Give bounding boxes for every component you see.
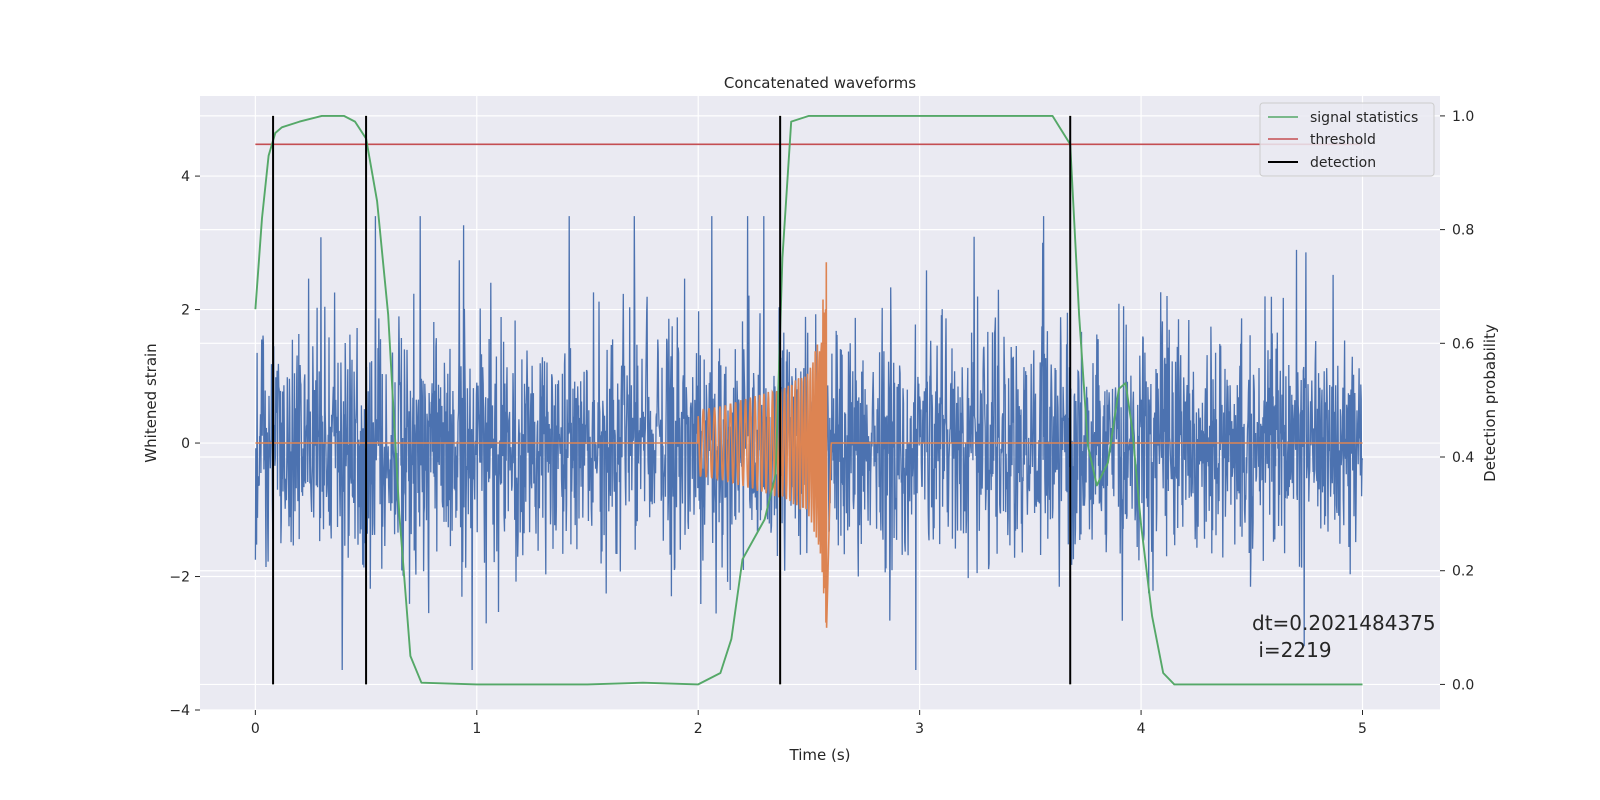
x-axis-label: Time (s) (789, 746, 851, 764)
plot-lines (254, 114, 1364, 686)
chirp-signal-line (255, 262, 1363, 628)
x-tick-label: 4 (1137, 721, 1146, 737)
legend: signal statistics threshold detection (1259, 102, 1435, 177)
y-tick-label: 0 (181, 436, 190, 452)
chart-title: Concatenated waveforms (724, 74, 916, 92)
legend-label-signal-statistics: signal statistics (1310, 110, 1418, 126)
y-tick-label: 2 (181, 303, 190, 319)
x-tick-label: 3 (915, 721, 924, 737)
grid-lines (200, 96, 1440, 711)
y-tick-label: 4 (181, 169, 190, 185)
axis-ticks: 0 1 2 3 4 5 −4 −2 0 2 4 0.0 0.2 0.4 0.6 0.8 1.0 (169, 109, 1474, 737)
y-tick-label: −4 (169, 703, 190, 719)
annotation-index: i=2219 (1252, 638, 1332, 662)
y2-tick-label: 0.4 (1452, 450, 1474, 466)
legend-frame (1259, 102, 1435, 177)
signal-statistics-line (254, 114, 1363, 686)
y-axis-label: Whitened strain (142, 343, 160, 462)
y2-tick-label: 1.0 (1452, 109, 1474, 125)
y2-tick-label: 0.0 (1452, 677, 1474, 693)
x-tick-label: 0 (251, 721, 260, 737)
y-tick-label: −2 (169, 570, 190, 586)
x-tick-label: 2 (694, 721, 703, 737)
y2-tick-label: 0.2 (1452, 564, 1474, 580)
y2-tick-label: 0.8 (1452, 223, 1474, 239)
y2-tick-label: 0.6 (1452, 336, 1474, 352)
legend-label-threshold: threshold (1310, 132, 1376, 148)
annotation-dt: dt=0.2021484375 (1252, 611, 1436, 635)
legend-label-detection: detection (1310, 155, 1376, 171)
x-tick-label: 1 (472, 721, 481, 737)
x-tick-label: 5 (1358, 721, 1367, 737)
y2-axis-label: Detection probability (1481, 324, 1499, 482)
